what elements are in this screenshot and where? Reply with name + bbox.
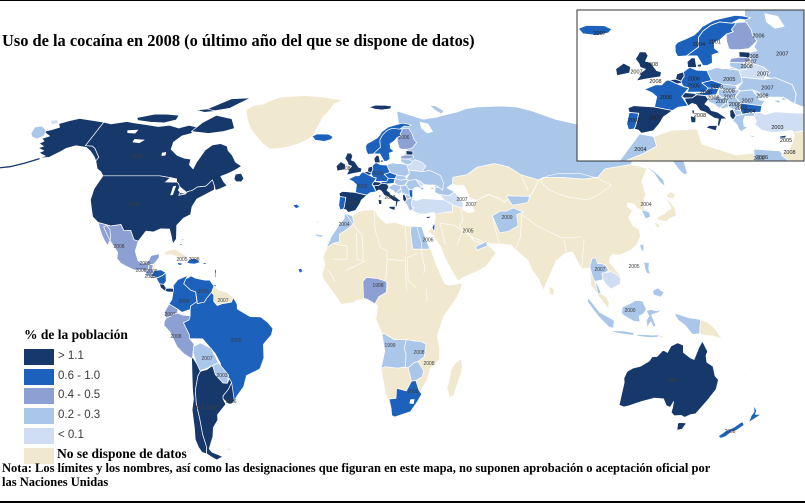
svg-text:2006: 2006 — [422, 238, 433, 244]
svg-text:2005: 2005 — [688, 84, 700, 90]
svg-text:2008: 2008 — [694, 113, 706, 119]
svg-text:2006: 2006 — [700, 90, 712, 96]
svg-text:2007: 2007 — [741, 98, 753, 104]
svg-text:2007: 2007 — [217, 298, 228, 304]
svg-text:2006: 2006 — [756, 155, 768, 161]
svg-text:2008: 2008 — [131, 154, 142, 160]
svg-text:2006: 2006 — [398, 135, 409, 141]
svg-text:2007: 2007 — [757, 72, 769, 78]
svg-text:2007: 2007 — [594, 267, 605, 273]
svg-text:2009: 2009 — [501, 215, 512, 221]
svg-text:2008: 2008 — [128, 202, 139, 208]
svg-text:2006: 2006 — [146, 269, 157, 275]
svg-text:2003: 2003 — [771, 125, 783, 131]
svg-text:2008: 2008 — [170, 334, 181, 340]
svg-text:2008: 2008 — [178, 299, 189, 305]
svg-text:2005: 2005 — [230, 338, 241, 344]
svg-text:2004: 2004 — [640, 202, 651, 208]
svg-text:2007: 2007 — [628, 118, 640, 124]
svg-text:2004: 2004 — [634, 147, 646, 153]
svg-text:2006: 2006 — [225, 399, 236, 405]
svg-text:2008: 2008 — [339, 166, 350, 172]
svg-text:2006: 2006 — [206, 405, 217, 411]
svg-text:2008: 2008 — [707, 96, 719, 102]
svg-text:2005: 2005 — [780, 138, 792, 144]
svg-text:2008: 2008 — [649, 79, 661, 85]
svg-text:2004: 2004 — [693, 42, 705, 48]
svg-text:2008: 2008 — [740, 64, 752, 70]
svg-text:2003: 2003 — [735, 106, 747, 112]
svg-text:2008: 2008 — [746, 54, 758, 60]
svg-text:2007: 2007 — [201, 356, 212, 362]
svg-text:2005: 2005 — [628, 264, 639, 270]
svg-text:2008: 2008 — [724, 429, 735, 435]
svg-text:2003: 2003 — [216, 373, 227, 379]
svg-text:2007: 2007 — [761, 86, 773, 92]
svg-text:2005: 2005 — [723, 77, 735, 83]
svg-text:2005: 2005 — [462, 229, 473, 235]
svg-text:2005: 2005 — [144, 274, 155, 280]
svg-text:2004: 2004 — [338, 222, 349, 228]
svg-text:2008: 2008 — [756, 93, 768, 99]
svg-text:2008: 2008 — [646, 62, 658, 68]
svg-text:2007: 2007 — [465, 202, 476, 208]
svg-text:2008: 2008 — [113, 244, 124, 250]
svg-text:2006: 2006 — [752, 33, 764, 39]
svg-text:2007: 2007 — [666, 378, 677, 384]
svg-text:2006: 2006 — [753, 156, 764, 162]
svg-text:2007: 2007 — [716, 99, 728, 105]
svg-text:2005: 2005 — [139, 261, 150, 267]
svg-text:2007: 2007 — [744, 59, 756, 65]
svg-text:2008: 2008 — [423, 361, 434, 367]
svg-text:2007: 2007 — [724, 94, 736, 100]
svg-text:2008: 2008 — [783, 150, 795, 156]
svg-text:2006: 2006 — [372, 171, 383, 177]
svg-text:2005: 2005 — [356, 184, 367, 190]
svg-text:1999: 1999 — [384, 343, 395, 349]
svg-text:2008: 2008 — [723, 89, 735, 95]
svg-text:2008: 2008 — [384, 195, 395, 201]
svg-text:2007: 2007 — [164, 312, 175, 318]
svg-text:2004: 2004 — [743, 109, 755, 115]
svg-text:2007: 2007 — [630, 70, 642, 76]
svg-text:2005: 2005 — [176, 257, 187, 263]
svg-text:2001: 2001 — [709, 39, 721, 45]
svg-text:1998: 1998 — [372, 283, 383, 289]
svg-text:2000: 2000 — [624, 308, 635, 314]
svg-text:2008: 2008 — [407, 389, 418, 395]
svg-text:2008: 2008 — [413, 350, 424, 356]
svg-text:2005: 2005 — [660, 95, 672, 101]
svg-text:2005: 2005 — [197, 289, 208, 295]
svg-text:2005: 2005 — [135, 268, 146, 274]
svg-text:2008: 2008 — [193, 405, 204, 411]
svg-text:2007: 2007 — [649, 116, 661, 122]
svg-text:2007: 2007 — [456, 197, 467, 203]
svg-text:2008: 2008 — [188, 257, 199, 263]
svg-text:2006: 2006 — [688, 77, 700, 83]
svg-text:2006: 2006 — [729, 102, 741, 108]
svg-text:2008: 2008 — [711, 85, 723, 91]
svg-text:2007: 2007 — [346, 201, 357, 207]
svg-text:2007: 2007 — [593, 31, 605, 37]
svg-text:2007: 2007 — [776, 51, 788, 57]
